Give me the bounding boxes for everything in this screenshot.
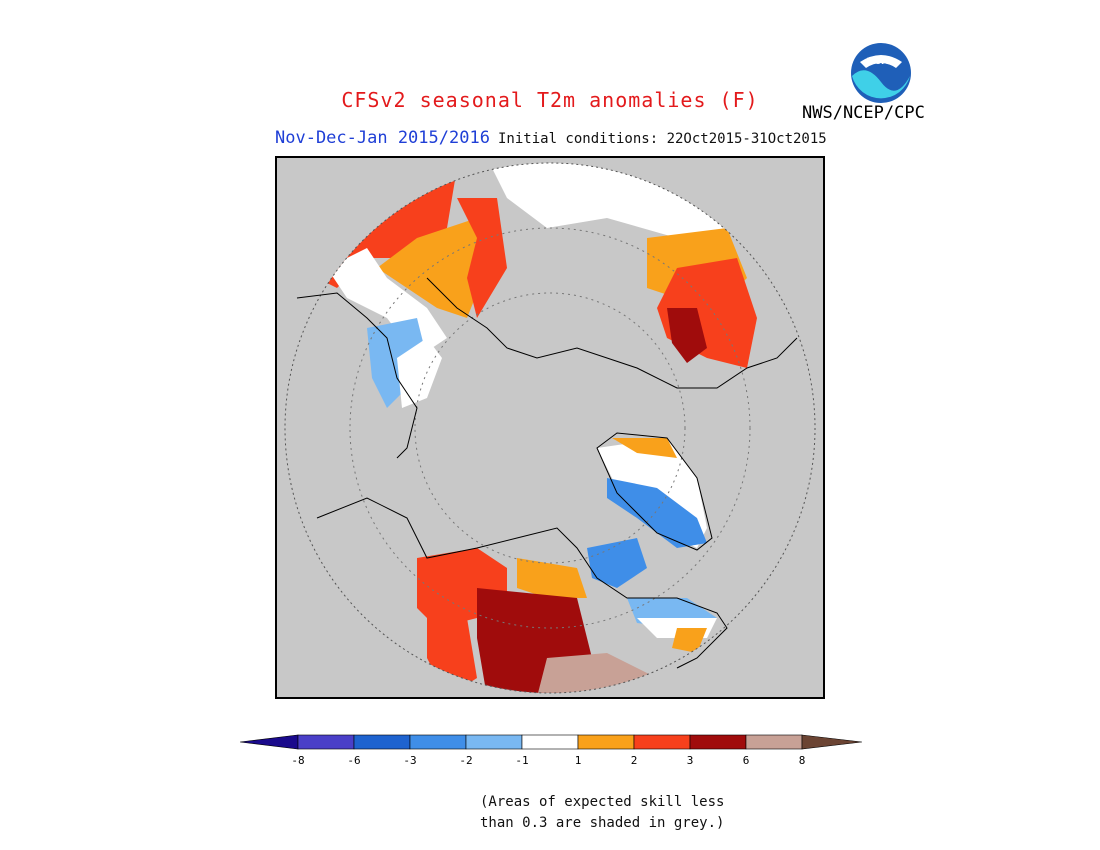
skill-note: (Areas of expected skill less than 0.3 a… [480,792,724,834]
map-canvas [277,158,823,697]
colorbar-segment [353,734,411,750]
anomaly-maritimes-orange [672,628,707,653]
latitude-30-circle [349,227,751,629]
colorbar-tick-label: 6 [743,754,750,767]
skill-note-line-1: (Areas of expected skill less [480,794,725,810]
colorbar-tick-label: -1 [515,754,528,767]
initial-conditions: Initial conditions: 22Oct2015-31Oct2015 [498,131,827,147]
colorbar-segment [689,734,747,750]
colorbar-segment [465,734,523,750]
colorbar-tick-label: 2 [631,754,638,767]
colorbar-segment [521,734,579,750]
latitude-60-circle [414,292,686,564]
anomaly-canada-orange [517,558,587,598]
colorbar-segment [745,734,803,750]
colorbar-segment [409,734,467,750]
colorbar-arrow-high [801,734,862,750]
noaa-logo: NOAA [851,43,911,103]
anomaly-greenland-blue [607,478,707,548]
anomaly-europe-red2 [457,198,507,318]
coastline-eurasia [296,277,798,459]
agency-label: NWS/NCEP/CPC [802,103,925,123]
colorbar-tick-label: -3 [403,754,416,767]
anomaly-greenland-orange [612,438,677,458]
coastline-north-america [316,497,728,669]
noaa-logo-text: NOAA [867,57,896,67]
anomaly-europe-orange [377,218,487,318]
chart-title: CFSv2 seasonal T2m anomalies (F) [341,88,759,112]
polar-map [275,156,825,699]
colorbar-segment [577,734,635,750]
equator-circle [284,162,816,694]
colorbar-tick-label: 8 [799,754,806,767]
anomaly-africa-white [397,338,442,408]
anomaly-eastasia-darkred [667,308,707,363]
forecast-period: Nov-Dec-Jan 2015/2016 [275,128,490,148]
colorbar-segment [297,734,355,750]
colorbar-tick-label: 1 [575,754,582,767]
colorbar-tick-label: -8 [291,754,304,767]
colorbar-tick-label: -6 [347,754,360,767]
anomaly-africa-blue [367,318,427,408]
colorbar-segment [633,734,691,750]
colorbar-tick-label: 3 [687,754,694,767]
anomaly-labrador-blue [587,538,647,588]
colorbar-tick-label: -2 [459,754,472,767]
colorbar: -8 -6 -3 -2 -1 1 2 3 6 8 [240,734,862,767]
skill-note-line-2: than 0.3 are shaded in grey.) [480,815,725,831]
colorbar-arrow-low [240,734,299,750]
coastline-greenland [596,432,713,551]
